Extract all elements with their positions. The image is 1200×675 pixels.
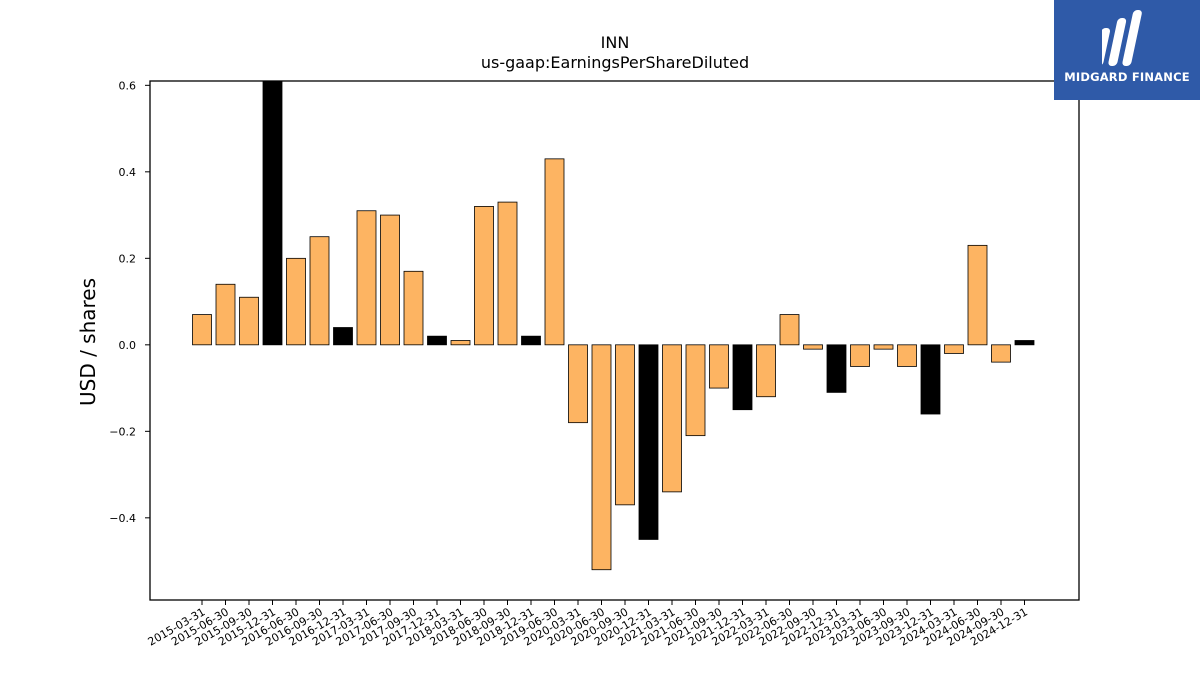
bar-2017-09-30 [403, 270, 424, 346]
bar-2020-03-31 [568, 344, 588, 424]
y-tick-label: 0.4 [119, 166, 137, 179]
midgard-logo-icon [1102, 10, 1142, 66]
bar-2015-06-30 [215, 283, 236, 346]
y-axis-label: USD / shares [76, 278, 100, 406]
bar-2022-06-30 [779, 314, 800, 346]
bar-2022-03-31 [756, 344, 776, 398]
bar-2024-06-30 [967, 244, 988, 346]
midgard-finance-logo: MIDGARD FINANCE [1054, 0, 1200, 100]
bar-2018-12-31 [521, 335, 541, 346]
bar-2024-09-30 [991, 344, 1011, 363]
bar-2020-06-30 [591, 344, 612, 571]
chart-title: INN [601, 33, 630, 52]
bar-2018-09-30 [497, 201, 518, 346]
bar-2024-12-31 [1014, 340, 1035, 346]
bar-2015-09-30 [239, 296, 259, 346]
bar-2021-03-31 [662, 344, 682, 493]
bar-2021-12-31 [732, 344, 753, 411]
y-tick-label: 0.6 [119, 79, 137, 92]
plot-frame [149, 80, 1080, 601]
bar-2020-12-31 [638, 344, 659, 540]
bar-2016-12-31 [333, 327, 353, 346]
y-tick-label: −0.4 [109, 512, 136, 525]
y-tick-label: 0.0 [119, 339, 137, 352]
y-tick-label: 0.2 [119, 252, 137, 265]
x-axis: 2015-03-312015-06-302015-09-302015-12-31… [146, 600, 1030, 649]
bar-2019-06-30 [544, 158, 565, 346]
y-tick-label: −0.2 [109, 425, 136, 438]
bar-group [192, 80, 1035, 571]
bar-2023-12-31 [920, 344, 941, 415]
bar-2017-06-30 [380, 214, 400, 346]
bar-2017-12-31 [427, 335, 447, 346]
bar-2016-06-30 [286, 257, 306, 346]
bar-2017-03-31 [356, 210, 377, 346]
bar-2023-06-30 [873, 344, 894, 350]
bar-2023-03-31 [850, 344, 870, 367]
bar-2022-12-31 [826, 344, 847, 393]
bar-2018-06-30 [474, 206, 494, 346]
bar-2015-03-31 [192, 314, 212, 346]
logo-name: MIDGARD FINANCE [1064, 70, 1190, 84]
bar-2020-09-30 [615, 344, 635, 506]
bar-2015-12-31 [262, 80, 283, 346]
bar-2018-03-31 [450, 340, 471, 346]
bar-2023-09-30 [897, 344, 917, 367]
bar-2016-09-30 [309, 236, 330, 346]
bar-2024-03-31 [944, 344, 964, 354]
bar-2021-09-30 [709, 344, 729, 389]
bar-2021-06-30 [685, 344, 706, 437]
bar-2022-09-30 [803, 344, 823, 350]
y-axis: 0.6 0.4 0.2 0.0 −0.2 −0.4 [109, 79, 150, 525]
chart-subtitle: us-gaap:EarningsPerShareDiluted [481, 53, 749, 72]
